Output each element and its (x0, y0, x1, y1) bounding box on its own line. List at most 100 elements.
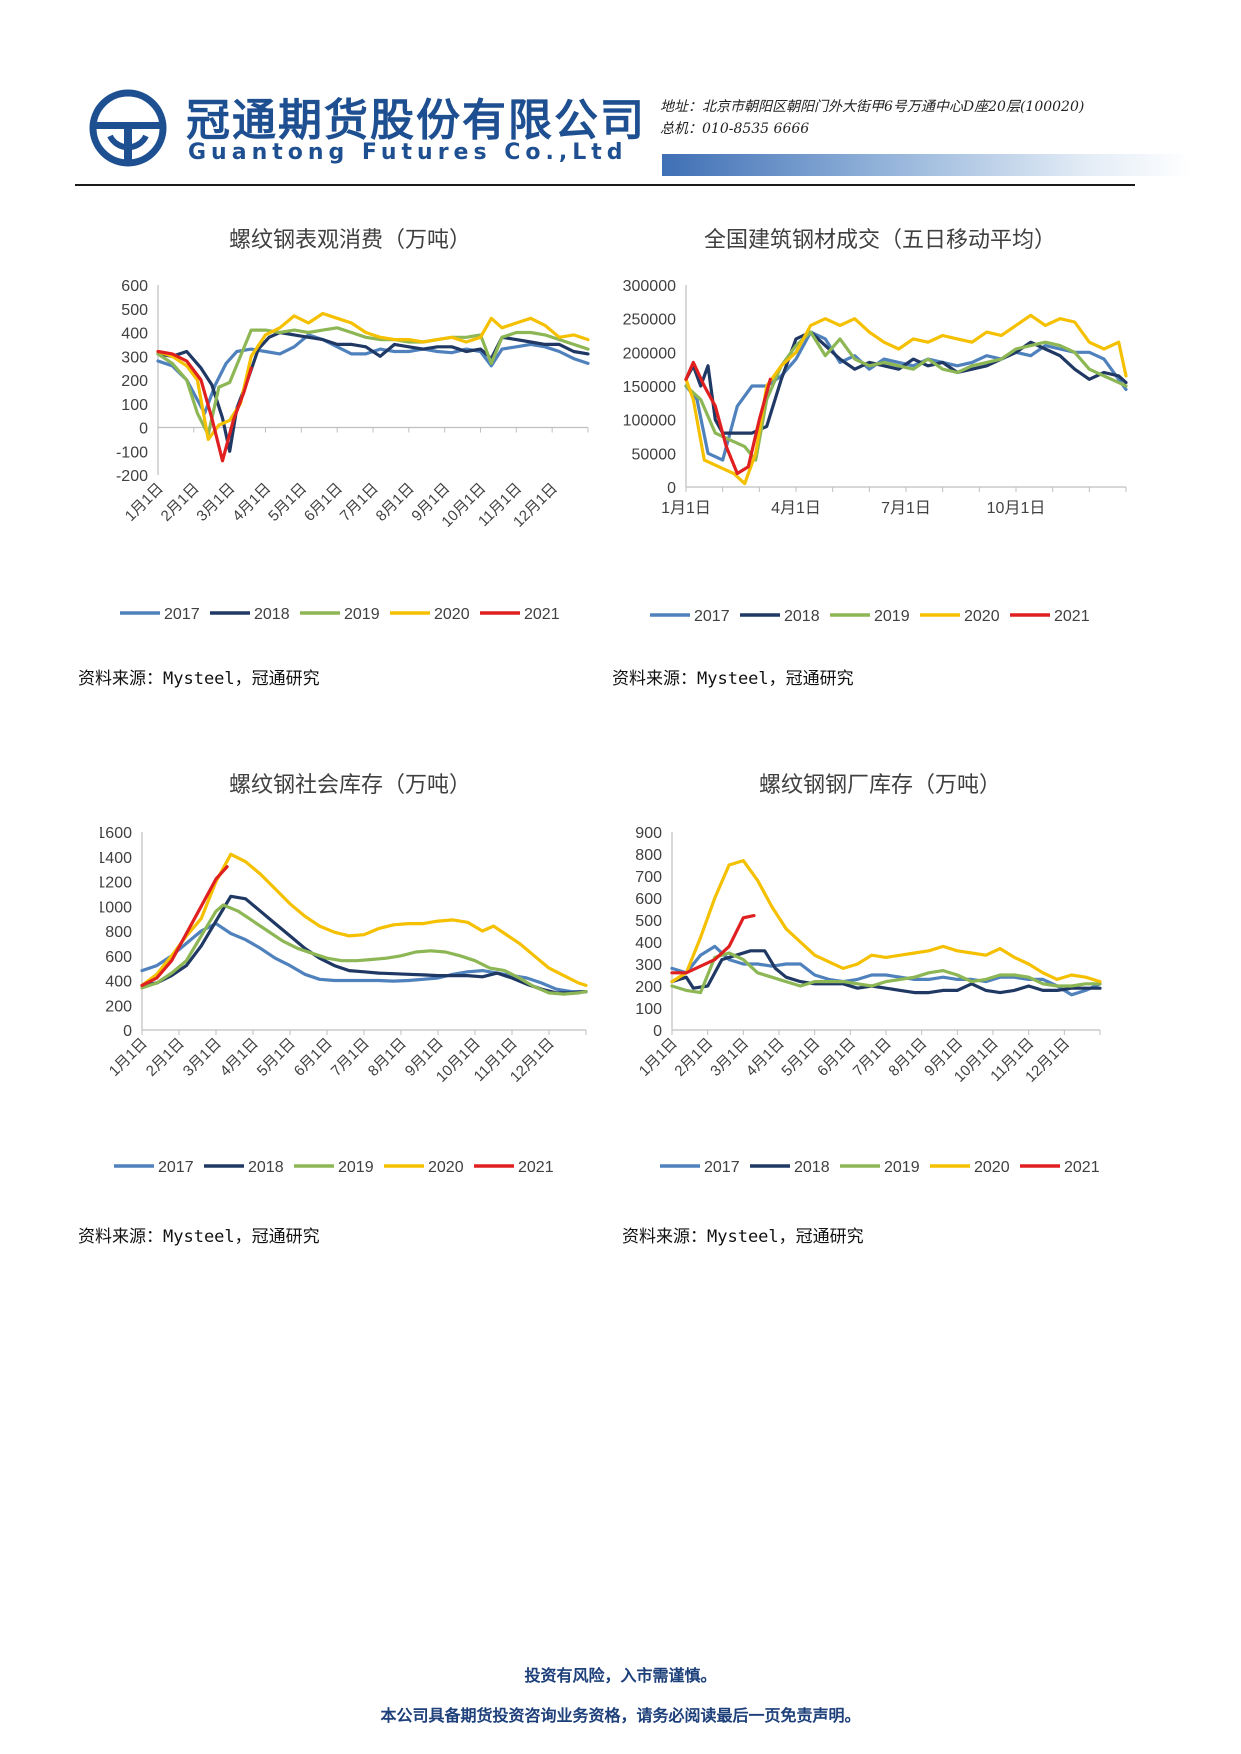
legend-label-2018: 2018 (784, 608, 820, 625)
series-line-2019 (156, 326, 590, 437)
y-tick-label: 400 (105, 974, 132, 991)
legend-label-2021: 2021 (524, 606, 560, 623)
series-line-2019 (684, 330, 1128, 462)
series-line-2021 (156, 349, 253, 463)
y-tick-label: 150000 (623, 379, 676, 396)
x-tick-label: 4月1日 (217, 1035, 262, 1080)
chart-rebar-mill-inventory: 螺纹钢钢厂库存（万吨） 900 800 700 600 500 400 300 200 100 0 1… (620, 760, 1140, 1200)
source-note-4: 资料来源：Mysteel，冠通研究 (622, 1227, 864, 1247)
y-tick-label: 100 (635, 1001, 662, 1018)
company-address: 地址：北京市朝阳区朝阳门外大街甲6号万通中心D座20层(100020) (660, 99, 1085, 115)
y-tick-label: 100 (121, 397, 148, 414)
x-tick-label: 4月1日 (229, 480, 274, 525)
y-tick-label: 1400 (100, 850, 132, 867)
legend-label-2017: 2017 (158, 1159, 194, 1176)
y-tick-label: 0 (139, 421, 148, 438)
y-tick-label: 200 (121, 373, 148, 390)
y-tick-label: 200000 (623, 345, 676, 362)
y-tick-label: 600 (635, 891, 662, 908)
page-header: 冠通期货股份有限公司 Guantong Futures Co.,Ltd 地址：北… (0, 0, 1241, 190)
chart-svg: 螺纹钢钢厂库存（万吨） 900 800 700 600 500 400 300 200 100 01… (635, 772, 1102, 1176)
series-line-2020 (684, 313, 1128, 486)
series-line-2020 (156, 311, 590, 441)
chart-construction-steel-volume: 全国建筑钢材成交（五日移动平均） 300000 250000 200000 150000… (620, 215, 1140, 655)
y-tick-label: 0 (123, 1023, 132, 1040)
y-tick-label: 400 (121, 326, 148, 343)
chart-svg: 全国建筑钢材成交（五日移动平均） 300000 250000 200000 150000… (623, 227, 1128, 625)
chart-rebar-social-inventory: 螺纹钢社会库存（万吨） 1600 1400 1200 1000 800 600 400 200 0… (100, 760, 600, 1200)
series-line-2021 (670, 914, 756, 975)
x-tick-label: 5月1日 (778, 1035, 823, 1080)
y-tick-label: -100 (116, 444, 148, 461)
y-tick-label: 200 (635, 979, 662, 996)
series-line-2017 (156, 333, 590, 415)
x-tick-label: 7月1日 (337, 480, 382, 525)
y-tick-label: 100000 (623, 413, 676, 430)
y-tick-label: 50000 (632, 446, 677, 463)
legend-label-2020: 2020 (964, 608, 1000, 625)
x-tick-label: 8月1日 (373, 480, 418, 525)
x-tick-label: 7月1日 (328, 1035, 373, 1080)
x-tick-label: 8月1日 (885, 1035, 930, 1080)
legend-label-2019: 2019 (344, 606, 380, 623)
x-tick-label: 8月1日 (365, 1035, 410, 1080)
series-line-2020 (670, 859, 1102, 984)
company-contact: 地址：北京市朝阳区朝阳门外大街甲6号万通中心D座20层(100020) 总机：0… (660, 96, 1084, 140)
y-tick-label: 600 (105, 949, 132, 966)
y-tick-label: 250000 (623, 312, 676, 329)
y-tick-label: 1000 (100, 899, 132, 916)
legend-label-2019: 2019 (874, 608, 910, 625)
x-tick-label: 6月1日 (814, 1035, 859, 1080)
y-tick-label: 800 (105, 924, 132, 941)
x-tick-label: 3月1日 (707, 1035, 752, 1080)
legend-label-2018: 2018 (248, 1159, 284, 1176)
source-note-1: 资料来源：Mysteel，冠通研究 (78, 669, 320, 689)
source-note-2: 资料来源：Mysteel，冠通研究 (612, 669, 854, 689)
risk-warning: 投资有风险，入市需谨慎。 (524, 1666, 717, 1685)
y-tick-label: 0 (653, 1023, 662, 1040)
y-tick-label: 0 (667, 480, 676, 497)
x-tick-label: 7月1日 (850, 1035, 895, 1080)
company-name-cn: 冠通期货股份有限公司 (186, 95, 646, 146)
series-line-2021 (684, 360, 772, 476)
x-tick-label: 3月1日 (180, 1035, 225, 1080)
series-line-2018 (684, 330, 1128, 435)
x-tick-label: 6月1日 (301, 480, 346, 525)
series-line-2021 (140, 865, 229, 987)
y-tick-label: 600 (121, 278, 148, 295)
legend-label-2017: 2017 (164, 606, 200, 623)
series-line-2020 (140, 852, 588, 987)
series-line-2017 (684, 330, 1128, 462)
x-tick-label: 7月1日 (881, 500, 931, 517)
x-tick-label: 1月1日 (636, 1035, 681, 1080)
series-line-2018 (670, 949, 1102, 995)
header-gradient-bar (662, 154, 1192, 176)
chart-rebar-apparent-consumption: 螺纹钢表观消费（万吨） 600 500 400 300 200 100 0 -100 -200 1月… (100, 215, 600, 655)
y-tick-label: 800 (635, 847, 662, 864)
x-tick-label: 1月1日 (661, 500, 711, 517)
y-tick-label: 200 (105, 998, 132, 1015)
legend-label-2019: 2019 (338, 1159, 374, 1176)
x-tick-label: 2月1日 (158, 480, 203, 525)
legend-label-2020: 2020 (428, 1159, 464, 1176)
legend-label-2018: 2018 (794, 1159, 830, 1176)
y-tick-label: 300 (635, 957, 662, 974)
y-tick-label: -200 (116, 468, 148, 485)
y-tick-label: 900 (635, 825, 662, 842)
header-divider (75, 184, 1135, 186)
legend-label-2021: 2021 (518, 1159, 554, 1176)
legend-label-2021: 2021 (1064, 1159, 1100, 1176)
disclaimer-note: 本公司具备期货投资咨询业务资格，请务必阅读最后一页免责声明。 (380, 1706, 861, 1725)
legend-label-2018: 2018 (254, 606, 290, 623)
chart-title: 螺纹钢社会库存（万吨） (229, 772, 471, 797)
chart-svg: 螺纹钢表观消费（万吨） 600 500 400 300 200 100 0 -100 -2001月… (116, 227, 590, 623)
legend-label-2019: 2019 (884, 1159, 920, 1176)
series-line-2018 (156, 330, 590, 453)
legend-label-2020: 2020 (974, 1159, 1010, 1176)
chart-title: 螺纹钢钢厂库存（万吨） (759, 772, 1001, 797)
company-name-en: Guantong Futures Co.,Ltd (188, 140, 628, 165)
y-tick-label: 700 (635, 869, 662, 886)
chart-title: 全国建筑钢材成交（五日移动平均） (704, 227, 1056, 252)
x-tick-label: 1月1日 (106, 1035, 151, 1080)
y-tick-label: 500 (635, 913, 662, 930)
